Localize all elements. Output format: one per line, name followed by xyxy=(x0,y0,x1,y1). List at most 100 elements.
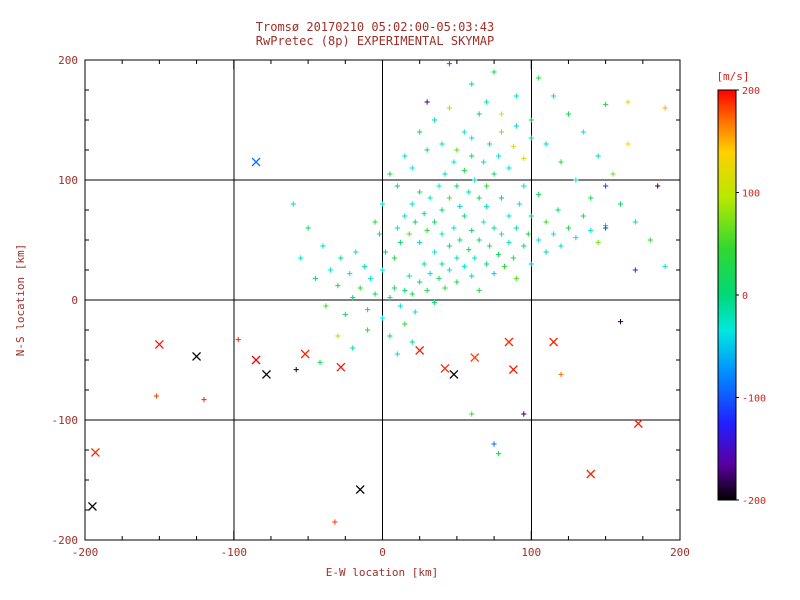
data-point xyxy=(338,255,344,261)
data-point xyxy=(305,225,311,231)
data-point xyxy=(543,141,549,147)
data-point xyxy=(372,219,378,225)
data-point xyxy=(409,165,415,171)
data-point xyxy=(501,263,508,269)
data-point xyxy=(586,469,596,479)
data-point xyxy=(451,159,457,165)
data-point xyxy=(588,227,594,233)
data-point xyxy=(543,219,549,225)
data-point xyxy=(431,219,438,225)
data-point xyxy=(481,159,487,165)
data-point xyxy=(300,349,310,359)
data-point xyxy=(595,239,601,245)
data-point xyxy=(427,271,433,277)
data-point xyxy=(154,339,164,349)
data-point xyxy=(362,263,368,269)
data-point xyxy=(376,231,383,237)
data-point xyxy=(402,321,408,327)
data-point xyxy=(580,213,586,219)
data-point xyxy=(406,273,412,279)
data-point xyxy=(461,167,467,173)
data-point xyxy=(466,247,472,253)
data-point xyxy=(662,105,668,111)
data-point xyxy=(412,219,418,225)
data-point xyxy=(90,447,100,457)
data-point xyxy=(506,165,512,171)
data-point xyxy=(409,291,415,297)
data-point xyxy=(350,295,356,301)
data-point xyxy=(603,225,609,231)
colorbar-tick-label: -200 xyxy=(742,496,766,507)
data-point xyxy=(336,362,346,372)
data-point xyxy=(409,201,415,207)
grid-lines xyxy=(85,60,680,540)
data-point xyxy=(417,129,423,135)
data-point xyxy=(402,287,408,293)
x-axis-label: E-W location [km] xyxy=(326,566,439,579)
data-point xyxy=(632,219,638,225)
data-point xyxy=(431,299,438,305)
data-point xyxy=(454,279,460,285)
data-point xyxy=(625,99,631,105)
data-point xyxy=(298,255,304,261)
data-point xyxy=(353,249,359,255)
data-point xyxy=(469,227,475,233)
data-point xyxy=(379,201,386,207)
data-point xyxy=(417,189,423,195)
data-point xyxy=(603,101,609,107)
data-point xyxy=(365,327,371,333)
data-point xyxy=(424,99,430,105)
data-point xyxy=(476,237,482,243)
data-point xyxy=(235,337,241,343)
data-point xyxy=(442,285,448,291)
data-point xyxy=(625,141,631,147)
scatter-points xyxy=(87,61,668,525)
data-point xyxy=(394,183,400,189)
data-point xyxy=(290,201,296,207)
axis-tick-labels: -200 -100 0 100 200 -200 -100 0 100 200 xyxy=(52,54,690,559)
data-point xyxy=(397,303,403,309)
data-point xyxy=(632,267,638,273)
data-point xyxy=(469,81,475,87)
data-point xyxy=(446,267,453,273)
data-point xyxy=(495,153,502,159)
data-point xyxy=(391,255,397,261)
data-point xyxy=(469,135,475,141)
data-point xyxy=(481,219,487,225)
data-point xyxy=(487,243,493,249)
data-point xyxy=(555,207,561,213)
data-point xyxy=(516,201,522,207)
y-axis-label: N-S location [km] xyxy=(14,244,27,357)
y-tick-label: -100 xyxy=(52,414,79,427)
data-point xyxy=(417,279,423,285)
data-point xyxy=(595,153,601,159)
data-point xyxy=(558,371,564,377)
data-point xyxy=(521,411,527,417)
data-point xyxy=(372,291,378,297)
data-point xyxy=(449,369,459,379)
data-point xyxy=(427,195,433,201)
colorbar-tick-labels: 200 100 0 -100 -200 xyxy=(736,86,766,507)
data-point xyxy=(504,337,514,347)
data-point xyxy=(424,287,430,293)
data-point xyxy=(506,213,512,219)
data-point xyxy=(323,303,329,309)
data-point xyxy=(617,201,624,207)
data-point xyxy=(484,261,490,267)
x-tick-label: 200 xyxy=(670,546,690,559)
data-point xyxy=(379,315,386,321)
data-point xyxy=(633,419,643,429)
data-point xyxy=(382,249,389,255)
data-point xyxy=(558,159,564,165)
data-point xyxy=(327,267,334,273)
data-point xyxy=(262,369,271,379)
data-point xyxy=(525,231,531,237)
data-point xyxy=(469,273,475,279)
data-point xyxy=(457,203,463,209)
data-point xyxy=(293,367,299,373)
data-point xyxy=(454,183,460,189)
data-point xyxy=(397,239,403,245)
data-point xyxy=(342,311,348,317)
x-tick-label: -200 xyxy=(72,546,99,559)
data-point xyxy=(347,271,353,277)
